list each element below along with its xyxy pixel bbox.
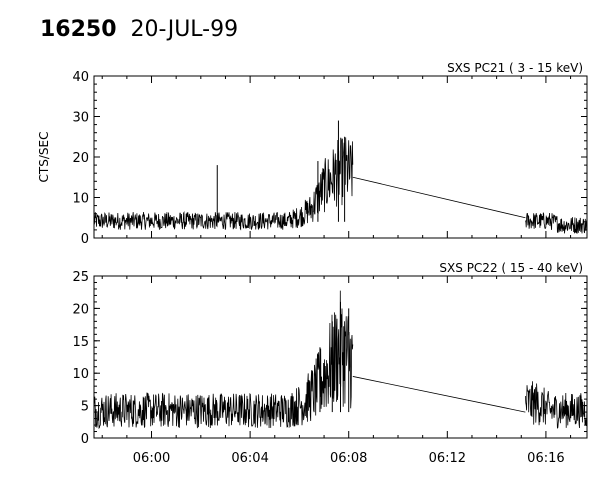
- series-line: [94, 290, 354, 430]
- series-line: [525, 381, 587, 429]
- orbit-number: 16250: [40, 17, 117, 42]
- y-tick-label: 10: [72, 192, 89, 207]
- y-tick-label: 25: [72, 270, 89, 285]
- y-tick-label: 30: [72, 111, 89, 126]
- chart-title: 16250 20-JUL-99: [40, 17, 238, 42]
- x-tick-label: 06:00: [133, 451, 170, 466]
- y-tick-label: 0: [81, 232, 89, 247]
- x-tick-label: 06:16: [527, 451, 564, 466]
- y-tick-label: 10: [72, 367, 89, 382]
- panel-pc22: SXS PC22 ( 15 - 40 keV) 0 5 10 15 20 25 06:00 06…: [72, 261, 588, 466]
- y-tick-label: 0: [81, 432, 89, 447]
- x-tick-label: 06:12: [429, 451, 466, 466]
- y-tick-label: 20: [72, 302, 89, 317]
- series-line: [525, 212, 587, 234]
- panel-title: SXS PC21 ( 3 - 15 keV): [447, 61, 583, 75]
- series-line: [94, 137, 354, 231]
- y-tick-label: 40: [72, 70, 89, 85]
- plot-frame: [93, 275, 588, 439]
- x-tick-label: 06:08: [330, 451, 367, 466]
- y-tick-label: 5: [81, 400, 89, 415]
- panel-pc21: SXS PC21 ( 3 - 15 keV) CTS/SEC 0 10 20 30 40: [37, 61, 588, 247]
- series-line: [352, 376, 526, 413]
- panel-title: SXS PC22 ( 15 - 40 keV): [439, 261, 583, 275]
- series-line: [352, 176, 526, 219]
- x-tick-label: 06:04: [231, 451, 268, 466]
- y-tick-label: 15: [72, 335, 89, 350]
- y-axis-label: CTS/SEC: [37, 132, 51, 183]
- y-tick-label: 20: [72, 151, 89, 166]
- observation-date: 20-JUL-99: [130, 17, 239, 42]
